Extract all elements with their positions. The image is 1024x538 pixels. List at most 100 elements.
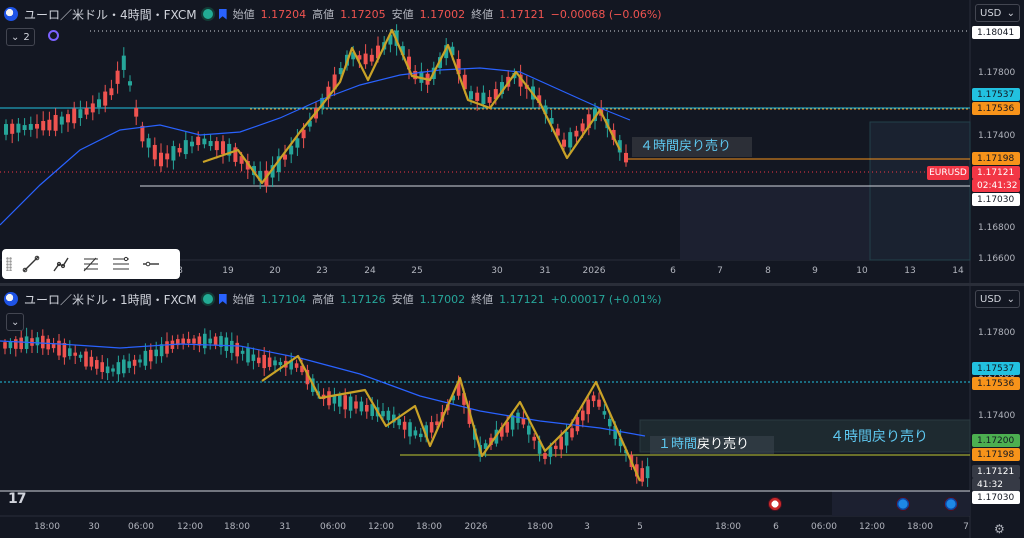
- chart-pane-4h[interactable]: ユーロ／米ドル・4時間・FXCM 始値 1.17204 高値 1.17205 安値 1…: [0, 0, 1024, 283]
- bookmark-icon[interactable]: [218, 293, 227, 305]
- line-tool-icon[interactable]: [20, 253, 42, 275]
- time-axis-label: 25: [411, 266, 423, 276]
- symbol-title[interactable]: ユーロ／米ドル・4時間・FXCM: [24, 7, 197, 22]
- open-label: 始値: [232, 8, 255, 21]
- time-axis-label: 14: [952, 266, 964, 276]
- time-axis-label: 13: [904, 266, 916, 276]
- close-value: 1.17121: [499, 292, 545, 306]
- projection-box: [869, 121, 971, 261]
- indicator-toggle[interactable]: ⌄ 2: [6, 28, 35, 46]
- time-axis-label: 3: [584, 522, 590, 532]
- change-value: +0.00017 (+0.01%): [550, 292, 662, 306]
- time-axis-label: 06:00: [811, 522, 837, 532]
- time-axis-label: 18:00: [34, 522, 60, 532]
- time-axis-label: 10: [856, 266, 868, 276]
- eu-flag-event-icon[interactable]: [944, 497, 958, 511]
- us-flag-event-icon[interactable]: [768, 497, 782, 511]
- currency-select[interactable]: USD ⌄: [975, 290, 1020, 308]
- toolbar-grip[interactable]: [6, 257, 12, 271]
- price-level-badge: 1.17121: [972, 166, 1020, 179]
- ray-tool-icon[interactable]: [50, 253, 72, 275]
- moving-average: [0, 340, 646, 437]
- high-value: 1.17126: [340, 292, 386, 306]
- indicator-count: 2: [23, 31, 30, 43]
- price-chart-1h[interactable]: [0, 286, 1024, 538]
- annotation-4h-sell[interactable]: ４時間戻り売り: [632, 137, 752, 157]
- time-axis-label: 7: [963, 522, 969, 532]
- moving-average: [0, 67, 631, 226]
- price-chart-4h[interactable]: [0, 0, 1024, 283]
- time-axis-label: 18:00: [224, 522, 250, 532]
- zigzag-trendline: [261, 354, 642, 482]
- time-axis-label: 18:00: [715, 522, 741, 532]
- pane-divider[interactable]: [0, 283, 1024, 286]
- price-level-badge: 1.18041: [972, 26, 1020, 39]
- price-axis-label: 1.17400: [978, 411, 1016, 421]
- time-axis-label: 31: [539, 266, 551, 276]
- low-value: 1.17002: [419, 292, 466, 306]
- time-axis-label: 30: [88, 522, 100, 532]
- fib-tool-icon[interactable]: [80, 253, 102, 275]
- time-axis-label: 8: [765, 266, 771, 276]
- close-label: 終値: [471, 293, 494, 306]
- tradingview-logo[interactable]: 17: [8, 491, 27, 507]
- close-value: 1.17121: [499, 7, 545, 21]
- market-status-icon: [202, 294, 213, 304]
- time-axis-label: 30: [491, 266, 503, 276]
- bookmark-icon[interactable]: [218, 8, 227, 20]
- symbol-title[interactable]: ユーロ／米ドル・1時間・FXCM: [24, 292, 197, 307]
- time-axis-label: 24: [364, 266, 376, 276]
- indicator-toggle[interactable]: ⌄: [6, 313, 25, 331]
- annotation-4h-sell[interactable]: ４時間戻り売り: [830, 429, 928, 445]
- price-level-badge: 1.17121: [972, 465, 1020, 478]
- settings-icon[interactable]: ⚙: [994, 522, 1005, 536]
- time-axis-label: 2026: [464, 522, 488, 532]
- swirl-icon[interactable]: [48, 30, 59, 41]
- price-level-badge: 41:32: [972, 478, 1020, 491]
- open-label: 始値: [232, 293, 255, 306]
- chevron-down-icon: ⌄: [1006, 7, 1015, 19]
- price-level-badge: 1.17537: [972, 362, 1020, 375]
- market-status-icon: [202, 9, 213, 19]
- price-level-badge: 1.17200: [972, 434, 1020, 447]
- legend-1h: ユーロ／米ドル・1時間・FXCM 始値 1.17104 高値 1.17126 安値 1…: [4, 289, 662, 309]
- chevron-down-icon: ⌄: [1006, 293, 1015, 305]
- open-value: 1.17204: [260, 7, 307, 21]
- annotation-1h-sell[interactable]: １時間戻り売り: [650, 436, 774, 454]
- price-level-badge: 1.17198: [972, 448, 1020, 461]
- time-axis-label: 20: [269, 266, 281, 276]
- price-axis-label: 1.16600: [978, 254, 1016, 264]
- time-axis-label: 12:00: [859, 522, 885, 532]
- symbol-badge: EURUSD: [927, 166, 969, 180]
- time-axis-label: 8: [177, 266, 183, 276]
- currency-select[interactable]: USD ⌄: [975, 4, 1020, 22]
- time-axis-label: 06:00: [128, 522, 154, 532]
- time-axis-label: 9: [812, 266, 818, 276]
- horizontal-line-icon[interactable]: [140, 253, 162, 275]
- price-axis-label: 1.17800: [978, 328, 1016, 338]
- chevron-down-icon: ⌄: [11, 31, 20, 43]
- time-axis-label: 18:00: [907, 522, 933, 532]
- price-axis-label: 1.17400: [978, 131, 1016, 141]
- time-axis-label: 12:00: [177, 522, 203, 532]
- time-axis-label: 12:00: [368, 522, 394, 532]
- high-label: 高値: [312, 8, 335, 21]
- annotation-1h-suffix: 戻り売り: [697, 437, 750, 452]
- open-value: 1.17104: [260, 292, 307, 306]
- zigzag-trendline: [202, 28, 621, 185]
- currency-label: USD: [980, 293, 1002, 305]
- change-value: −0.00068 (−0.06%): [550, 7, 662, 21]
- price-level-badge: 1.17030: [972, 491, 1020, 504]
- annotation-1h-prefix: １時間: [658, 437, 698, 452]
- time-axis-label: 5: [637, 522, 643, 532]
- parallel-tool-icon[interactable]: [110, 253, 132, 275]
- drawing-toolbar[interactable]: [2, 249, 180, 279]
- time-axis-label: 6: [773, 522, 779, 532]
- eu-flag-event-icon[interactable]: [896, 497, 910, 511]
- high-value: 1.17205: [340, 7, 386, 21]
- price-level-badge: 02:41:32: [972, 179, 1020, 192]
- close-label: 終値: [471, 8, 494, 21]
- low-label: 安値: [391, 293, 414, 306]
- chart-pane-1h[interactable]: ユーロ／米ドル・1時間・FXCM 始値 1.17104 高値 1.17126 安値 1…: [0, 286, 1024, 538]
- low-value: 1.17002: [419, 7, 466, 21]
